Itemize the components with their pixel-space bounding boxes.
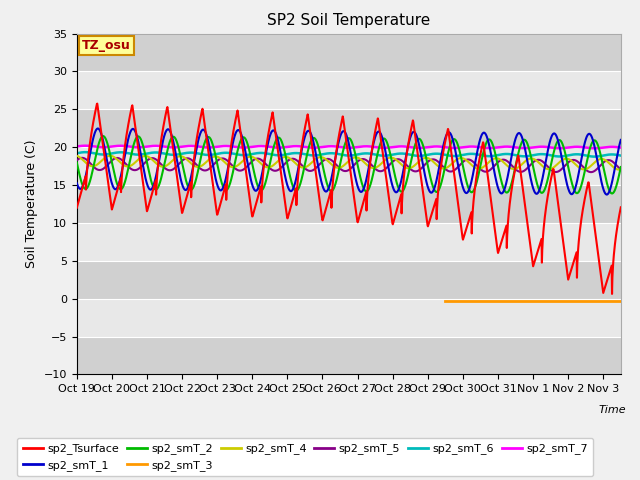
Bar [77, 336, 621, 374]
Title: SP2 Soil Temperature: SP2 Soil Temperature [267, 13, 431, 28]
Bar [77, 223, 621, 261]
Y-axis label: Soil Temperature (C): Soil Temperature (C) [25, 140, 38, 268]
Legend: sp2_Tsurface, sp2_smT_1, sp2_smT_2, sp2_smT_3, sp2_smT_4, sp2_smT_5, sp2_smT_6, : sp2_Tsurface, sp2_smT_1, sp2_smT_2, sp2_… [17, 438, 593, 476]
Bar [77, 72, 621, 109]
Bar [77, 147, 621, 185]
Bar [77, 34, 621, 72]
Text: TZ_osu: TZ_osu [82, 39, 131, 52]
Text: Time: Time [598, 405, 626, 415]
Bar [77, 185, 621, 223]
Bar [77, 261, 621, 299]
Bar [77, 299, 621, 336]
Bar [77, 109, 621, 147]
